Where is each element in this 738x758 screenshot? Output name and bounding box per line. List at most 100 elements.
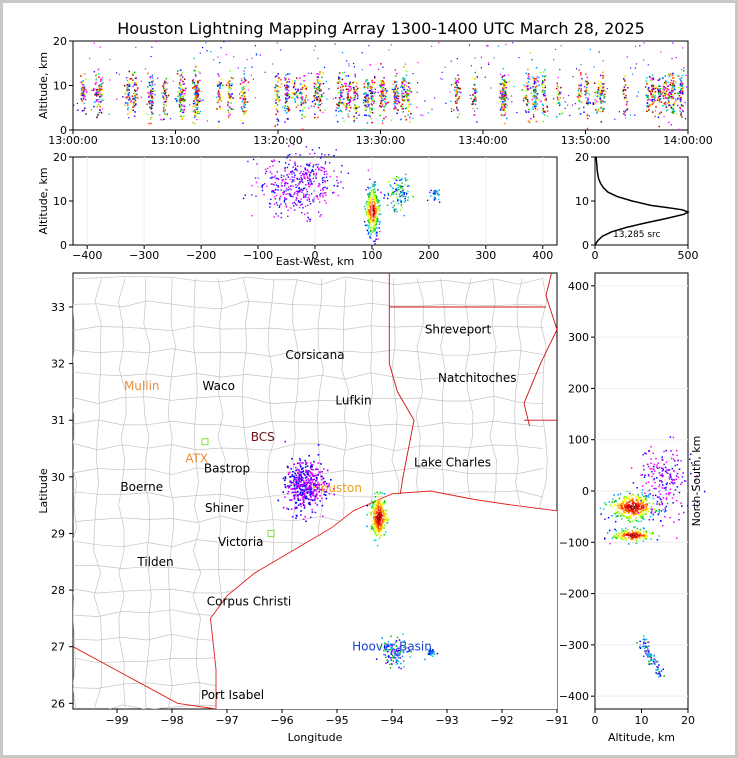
time-height-point (275, 99, 277, 101)
time-height-point (533, 79, 535, 81)
time-height-point (600, 121, 603, 123)
east-west-point (436, 191, 439, 193)
east-west-point (304, 173, 306, 175)
time-height-point (670, 95, 672, 98)
plan-view-point (385, 645, 387, 647)
time-height-point (556, 87, 558, 90)
east-west-point (333, 185, 335, 187)
plan-view-point (372, 528, 374, 530)
time-height-point (180, 105, 182, 107)
time-height-point (380, 106, 382, 108)
plan-view-point (288, 486, 291, 488)
plan-view-point (294, 507, 296, 510)
time-height-point (243, 73, 245, 75)
time-height-point (245, 79, 247, 81)
east-west-point (291, 176, 293, 178)
plan-view-point (398, 654, 401, 656)
time-height-point (150, 91, 153, 93)
time-height-point (670, 124, 673, 126)
time-height-point (194, 123, 196, 125)
east-west-point (304, 205, 307, 208)
time-height-point (239, 83, 242, 85)
time-height-point (346, 60, 348, 62)
time-height-point (243, 103, 245, 106)
east-west-point (372, 224, 375, 227)
plan-view-point (308, 470, 311, 472)
time-height-point (137, 97, 139, 99)
plan-view-point (370, 511, 373, 513)
time-height-point (623, 113, 625, 115)
time-height-point (660, 93, 662, 95)
time-height-point (316, 80, 319, 83)
plan-view-point (324, 494, 327, 496)
time-height-point (95, 88, 98, 91)
time-height-point (658, 100, 661, 103)
time-height-point (680, 98, 683, 100)
plan-view-point (384, 646, 386, 648)
time-height-point (97, 73, 100, 75)
plan-view-point (297, 478, 300, 480)
time-height-point (241, 108, 244, 110)
time-height-point (251, 66, 253, 68)
east-west-point (404, 180, 407, 182)
plan-view-point (399, 657, 402, 659)
time-height-point (80, 99, 83, 101)
east-west-point (298, 200, 300, 202)
plan-view-point (398, 639, 401, 641)
time-height-point (618, 111, 620, 113)
time-height-point (499, 108, 502, 110)
plan-view-point (396, 650, 398, 653)
time-height-point (680, 101, 682, 104)
time-height-point (170, 118, 172, 120)
plan-view-point (290, 499, 292, 501)
north-south-point (636, 500, 638, 502)
time-height-point (402, 111, 404, 113)
time-height-point (600, 82, 603, 85)
time-height-point (131, 82, 134, 84)
time-height-point (503, 95, 506, 97)
time-height-point (277, 79, 279, 81)
time-height-point (604, 93, 606, 95)
plan-view-point (310, 465, 312, 468)
east-west-point (374, 228, 376, 230)
time-height-point (387, 101, 389, 104)
time-height-point (183, 100, 185, 102)
time-height-point (180, 84, 182, 86)
east-west-point (274, 175, 276, 177)
time-height-point (275, 84, 277, 86)
east-west-point (400, 194, 402, 197)
time-height-point (367, 103, 369, 106)
time-height-point (542, 88, 545, 90)
time-height-point (89, 57, 91, 60)
time-height-point (371, 111, 374, 114)
east-west-point (324, 192, 326, 194)
north-south-point (631, 511, 633, 513)
plan-view-point (301, 476, 303, 478)
plan-view-point (297, 497, 299, 500)
time-height-point (150, 85, 153, 87)
time-height-point (680, 85, 683, 87)
east-west-point (390, 202, 393, 204)
plan-view-point (385, 509, 388, 512)
time-height-point (295, 77, 298, 79)
time-height-point (189, 104, 191, 106)
east-west-point (283, 199, 286, 202)
plan-view-point (377, 505, 379, 507)
north-south-point (606, 532, 609, 534)
time-height-point (288, 81, 290, 83)
time-height-point (417, 82, 419, 84)
plan-view-point (375, 658, 378, 660)
time-height-point (401, 107, 403, 110)
time-height-point (532, 108, 534, 110)
plan-view-point (376, 515, 379, 517)
time-height-point (646, 94, 649, 97)
time-height-point (454, 86, 456, 89)
east-west-point (319, 195, 321, 197)
north-south-point (624, 495, 626, 498)
north-south-point (646, 508, 648, 510)
east-west-point (336, 176, 338, 178)
time-height-point (534, 105, 536, 108)
time-height-point (397, 97, 400, 100)
time-height-point (132, 103, 134, 106)
east-west-point (299, 200, 302, 203)
